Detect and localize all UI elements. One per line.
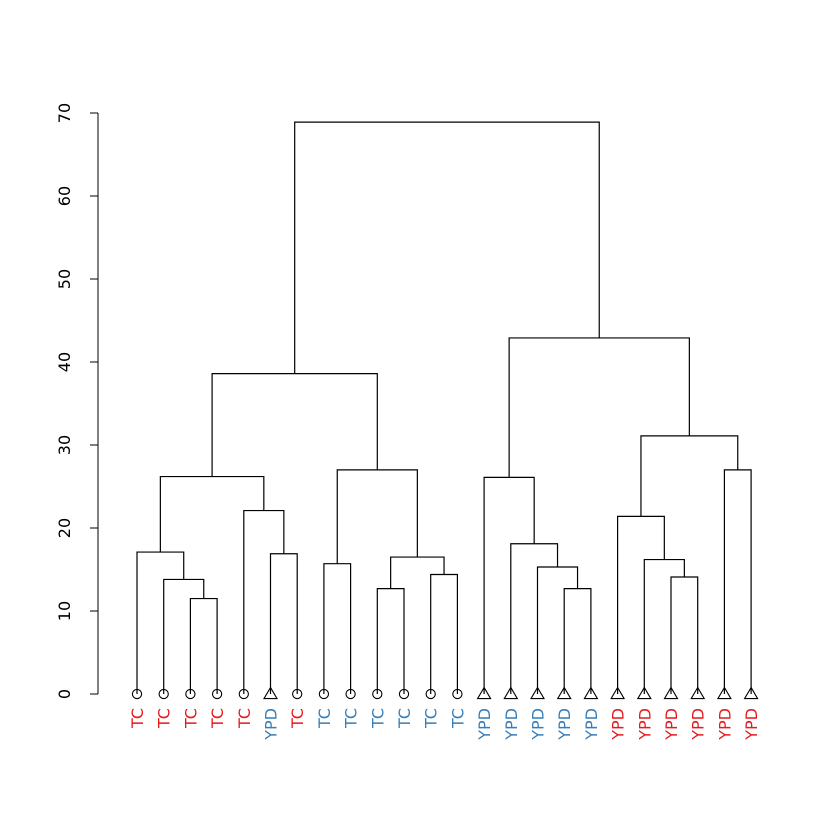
dendrogram-branch	[617, 515, 665, 694]
leaf-label: YPD	[609, 708, 628, 741]
leaf-marker-triangle	[583, 686, 599, 700]
leaf-label: TC	[395, 708, 414, 729]
dendrogram-branch	[670, 576, 699, 694]
dendrogram-branch	[390, 556, 445, 589]
leaf-marker-triangle	[610, 686, 626, 700]
leaf-label: TC	[235, 708, 254, 729]
dendrogram-branch	[640, 435, 739, 517]
leaf-marker-circle	[318, 688, 330, 700]
dendrogram-branch	[269, 553, 298, 694]
leaf-marker-circle	[131, 688, 143, 700]
dendrogram-branch	[323, 563, 352, 694]
leaf-label: TC	[155, 708, 174, 729]
leaf-marker-circle	[211, 688, 223, 700]
leaf-label: TC	[208, 708, 227, 729]
leaf-marker-triangle	[636, 686, 652, 700]
leaf-label: TC	[342, 708, 361, 729]
leaf-label: YPD	[529, 708, 548, 741]
dendrogram-branch	[189, 597, 218, 694]
dendrogram-branch	[163, 578, 205, 694]
leaf-label: TC	[288, 708, 307, 729]
dendrogram-branch	[376, 587, 405, 694]
dendrogram-branch	[159, 475, 265, 553]
leaf-marker-circle	[425, 688, 436, 700]
leaf-marker-triangle	[743, 686, 759, 700]
y-tick-label: 50	[55, 269, 74, 289]
leaf-label: YPD	[555, 708, 574, 741]
leaf-label: TC	[422, 708, 441, 729]
y-tick-label: 20	[55, 518, 74, 538]
y-tick-label: 30	[55, 435, 74, 455]
dendrogram-branch	[294, 121, 600, 374]
dendrogram-branch	[563, 587, 592, 694]
leaf-label: YPD	[715, 708, 734, 741]
leaf-label: YPD	[662, 708, 681, 741]
dendrogram-branch	[336, 469, 418, 564]
leaf-label: TC	[128, 708, 147, 729]
dendrogram-branch	[510, 543, 559, 694]
leaf-label: TC	[448, 708, 467, 729]
leaf-marker-circle	[452, 688, 463, 700]
dendrogram-branch	[723, 469, 752, 694]
dendrogram-branch	[430, 573, 458, 694]
leaf-marker-circle	[372, 688, 383, 700]
y-axis: 0 10 20 30 40 50 60 70	[55, 103, 99, 699]
dendrogram-leaves: TC TC TC TC TC YPD TC TC TC TC TC TC TC YPD YPD YPD YPD Y…	[128, 686, 761, 741]
y-tick-label: 40	[55, 352, 74, 372]
leaf-label: YPD	[635, 708, 654, 741]
leaf-label: TC	[181, 708, 200, 729]
leaf-marker-circle	[238, 688, 249, 700]
y-tick-label: 10	[55, 601, 74, 621]
leaf-marker-triangle	[530, 686, 545, 700]
leaf-marker-triangle	[663, 686, 679, 700]
leaf-label: YPD	[475, 708, 494, 741]
leaf-marker-triangle	[716, 686, 732, 700]
y-tick-label: 70	[55, 103, 74, 123]
dendrogram-branches	[136, 121, 752, 694]
dendrogram-branch	[136, 551, 185, 694]
leaf-label: YPD	[689, 708, 708, 741]
leaf-marker-triangle	[476, 686, 492, 700]
leaf-marker-triangle	[690, 686, 706, 700]
dendrogram-branch	[536, 566, 579, 694]
leaf-marker-circle	[292, 688, 303, 700]
dendrogram-branch	[643, 558, 685, 694]
leaf-marker-triangle	[263, 686, 278, 700]
dendrogram-branch	[483, 476, 535, 694]
leaf-label: TC	[368, 708, 387, 729]
leaf-marker-circle	[345, 688, 356, 700]
leaf-label: YPD	[582, 708, 601, 741]
leaf-label: YPD	[742, 708, 761, 741]
dendrogram-branch	[243, 509, 285, 694]
leaf-marker-triangle	[503, 686, 519, 700]
leaf-label: YPD	[262, 708, 281, 741]
leaf-marker-triangle	[556, 686, 572, 700]
leaf-marker-circle	[158, 688, 169, 700]
y-tick-label: 0	[55, 689, 74, 699]
leaf-label: TC	[315, 708, 334, 729]
y-tick-label: 60	[55, 186, 74, 206]
leaf-marker-circle	[398, 688, 410, 700]
leaf-label: YPD	[502, 708, 521, 741]
dendrogram-branch	[508, 337, 690, 478]
leaf-marker-circle	[185, 688, 196, 700]
dendrogram-branch	[211, 373, 378, 477]
